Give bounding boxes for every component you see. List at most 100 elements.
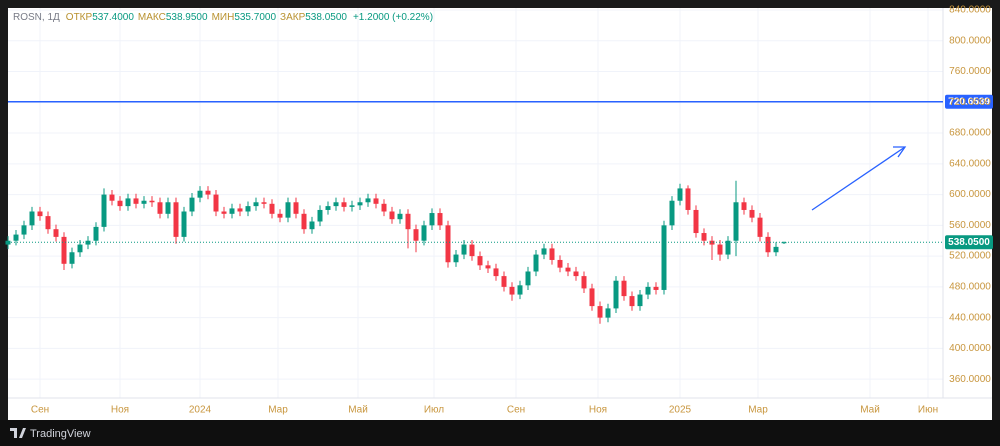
footer-bar (0, 420, 1000, 446)
candle-body (309, 221, 315, 230)
field-label: МИН (212, 12, 235, 23)
candle-body (285, 202, 291, 218)
candle-body (525, 271, 531, 286)
candle-body (517, 285, 523, 295)
field-value: 538.0500 (305, 12, 347, 23)
field-value: 537.4000 (92, 12, 134, 23)
chart-pane (8, 8, 992, 420)
candle-body (453, 254, 459, 263)
candle-body (653, 286, 659, 290)
candle-body (501, 276, 507, 287)
candle-body (69, 252, 75, 264)
candle-body (725, 240, 731, 255)
candle-body (557, 259, 563, 268)
candle-body (253, 202, 259, 207)
brand[interactable]: TradingView (30, 428, 91, 440)
candle-body (365, 198, 371, 203)
candle-body (277, 213, 283, 218)
candle-body (165, 202, 171, 214)
candle-body (549, 248, 555, 260)
candle-body (101, 194, 107, 227)
candle-body (437, 213, 443, 226)
candle-body (749, 209, 755, 218)
change: +1.2000 (+0.22%) (353, 12, 433, 23)
candle-body (757, 217, 763, 237)
candle-body (189, 197, 195, 212)
x-tick-label: Ноя (111, 405, 129, 416)
candle-body (373, 198, 379, 204)
y-tick-label: 440.0000 (949, 312, 991, 323)
trend-arrow[interactable] (811, 146, 906, 211)
candle-body (197, 190, 203, 198)
x-tick-label: Июл (424, 405, 444, 416)
candle-body (605, 308, 611, 318)
y-tick-label: 600.0000 (949, 189, 991, 200)
y-tick-label: 480.0000 (949, 282, 991, 293)
x-tick-label: 2025 (669, 405, 692, 416)
candle-body (389, 211, 395, 220)
candle-body (709, 240, 715, 245)
candle-body (733, 202, 739, 241)
arrow-head (893, 146, 907, 158)
candle-body (701, 233, 707, 241)
x-tick-label: Ноя (589, 405, 607, 416)
x-tick-label: Сен (507, 405, 525, 416)
logo[interactable] (10, 428, 26, 438)
candle-body (301, 213, 307, 230)
candle-body (669, 200, 675, 226)
candle-body (685, 188, 691, 210)
candle-body (293, 202, 299, 214)
x-tick-label: Мар (268, 405, 288, 416)
candle-body (485, 265, 491, 269)
candle-body (597, 306, 603, 318)
x-tick-label: Май (860, 405, 880, 416)
candle-body (613, 280, 619, 309)
candle-body (637, 294, 643, 307)
candle-body (45, 216, 51, 230)
candle-body (645, 286, 651, 295)
x-tick-label: Мар (748, 405, 768, 416)
y-tick-label: 640.0000 (949, 158, 991, 169)
field-value: 538.9500 (166, 12, 208, 23)
x-tick-label: Май (348, 405, 368, 416)
candle-body (181, 211, 187, 237)
candle-body (693, 209, 699, 234)
last-price-box (945, 235, 993, 250)
candle-body (765, 236, 771, 253)
y-tick-label: 560.0000 (949, 220, 991, 231)
candles (5, 180, 787, 324)
candle-body (357, 202, 363, 206)
y-tick-label: 520.0000 (949, 251, 991, 262)
candle-body (213, 194, 219, 212)
y-tick-label: 400.0000 (949, 343, 991, 354)
candle-body (149, 200, 155, 203)
candle-body (397, 213, 403, 220)
candle-body (421, 225, 427, 241)
symbol: ROSN, 1Д (13, 12, 60, 23)
candle-body (93, 226, 99, 241)
y-tick-label: 760.0000 (949, 66, 991, 77)
candle-body (21, 225, 27, 235)
candle-body (341, 202, 347, 207)
candle-body (133, 198, 139, 204)
candle-body (173, 202, 179, 237)
candle-body (325, 206, 331, 210)
candle-body (77, 244, 83, 253)
candle-body (229, 208, 235, 214)
candle-body (429, 213, 435, 226)
candle-body (589, 288, 595, 307)
candle-body (509, 286, 515, 295)
candle-body (773, 246, 779, 253)
candle-body (221, 211, 227, 214)
price-label-box (945, 94, 993, 109)
candle-body (109, 194, 115, 201)
candle-body (13, 234, 19, 241)
candle-body (349, 205, 355, 207)
candle-body (141, 200, 147, 204)
candle-body (245, 206, 251, 212)
candle-body (533, 254, 539, 272)
candle-body (541, 248, 547, 255)
candle-body (781, 242, 787, 244)
candle-body (333, 202, 339, 207)
